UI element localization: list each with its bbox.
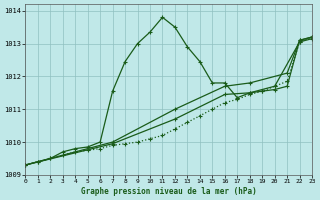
X-axis label: Graphe pression niveau de la mer (hPa): Graphe pression niveau de la mer (hPa) <box>81 187 257 196</box>
